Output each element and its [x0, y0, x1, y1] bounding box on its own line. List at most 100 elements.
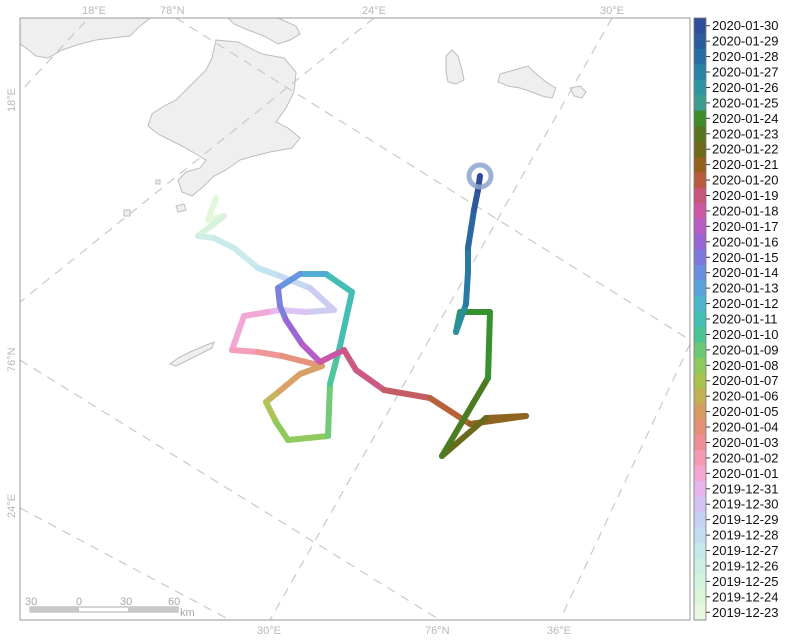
- track-segment: [231, 245, 261, 271]
- legend-color-swatch: [694, 48, 706, 65]
- legend-date-label: 2020-01-25: [712, 95, 779, 110]
- kvitoya-island: [445, 49, 465, 85]
- legend-date-label: 2020-01-13: [712, 281, 779, 296]
- legend-color-swatch: [694, 326, 706, 343]
- legend-date-label: 2019-12-29: [712, 512, 779, 527]
- map-area[interactable]: 30 0 30 60 km: [20, 10, 690, 620]
- track-segment: [229, 313, 247, 353]
- legend-date-label: 2020-01-15: [712, 250, 779, 265]
- scale-tick-label: 60: [168, 596, 180, 608]
- track-segment: [283, 317, 305, 347]
- legend-date-label: 2020-01-01: [712, 466, 779, 481]
- scale-tick-label: 30: [120, 596, 132, 608]
- legend-color-swatch: [694, 203, 706, 220]
- legend-date-label: 2020-01-04: [712, 420, 779, 435]
- legend-color-swatch: [694, 264, 706, 282]
- track-segment: [273, 419, 291, 443]
- scale-bar-segment: [30, 607, 79, 612]
- legend-color-swatch: [694, 79, 706, 96]
- legend-color-swatch: [694, 419, 706, 436]
- track-segment: [353, 367, 387, 393]
- legend-color-swatch: [694, 357, 706, 374]
- legend-date-label: 2020-01-07: [712, 373, 779, 388]
- graticule-line: [20, 507, 231, 620]
- spitsbergen-north-landmass: [227, 18, 301, 45]
- small-islet-west-2: [155, 179, 161, 185]
- scale-bar: 30 0 30 60 km: [25, 596, 195, 619]
- top-coord-label: 30°E: [600, 5, 624, 17]
- bottom-coord-label: 76°N: [425, 625, 450, 637]
- track-segment: [307, 285, 337, 313]
- legend-date-label: 2019-12-25: [712, 574, 779, 589]
- legend-date-label: 2020-01-20: [712, 173, 779, 188]
- date-legend: 2020-01-302020-01-292020-01-282020-01-27…: [693, 17, 779, 621]
- legend-date-label: 2020-01-22: [712, 142, 779, 157]
- track-segment: [255, 349, 285, 359]
- land-layer: [20, 18, 587, 367]
- legend-color-swatch: [694, 187, 706, 204]
- legend-color-swatch: [694, 403, 706, 420]
- legend-date-label: 2019-12-31: [712, 481, 779, 496]
- graticule-line: [20, 359, 441, 620]
- track-segment: [275, 271, 303, 291]
- legend-date-label: 2019-12-24: [712, 589, 779, 604]
- legend-color-swatch: [694, 249, 706, 266]
- legend-date-label: 2020-01-11: [712, 312, 778, 327]
- graticule-line: [20, 18, 90, 93]
- track-segment: [273, 371, 303, 397]
- legend-color-swatch: [694, 481, 706, 498]
- track-segment: [297, 363, 325, 377]
- track-segment: [277, 273, 313, 291]
- legend-color-swatch: [694, 388, 706, 405]
- legend-date-label: 2020-01-18: [712, 203, 779, 218]
- track-segment: [453, 301, 469, 335]
- track-segment: [323, 271, 355, 295]
- legend-color-swatch: [694, 604, 706, 621]
- left-coord-label: 18°E: [6, 88, 18, 112]
- legend-date-label: 2020-01-08: [712, 358, 779, 373]
- legend-colorbar-border: [693, 17, 707, 621]
- bottom-coord-label: 30°E: [257, 625, 281, 637]
- legend-color-swatch: [694, 496, 706, 513]
- track-segment: [485, 309, 493, 381]
- legend-color-swatch: [694, 527, 706, 544]
- legend-date-label: 2019-12-30: [712, 497, 779, 512]
- legend-color-swatch: [694, 141, 706, 158]
- left-coord-label: 24°E: [6, 494, 18, 518]
- track-segment: [275, 285, 283, 309]
- legend-date-label: 2020-01-16: [712, 234, 779, 249]
- track-segment: [241, 309, 271, 319]
- legend-date-label: 2019-12-23: [712, 605, 779, 620]
- track-segment: [263, 399, 279, 425]
- top-coord-label: 18°E: [82, 5, 106, 17]
- track-segment: [439, 375, 491, 459]
- legend-color-swatch: [694, 558, 706, 575]
- small-islet-west-1: [123, 209, 131, 217]
- legend-color-swatch: [694, 33, 706, 50]
- sea-background: [20, 18, 690, 620]
- scale-tick-label: 30: [25, 596, 37, 608]
- legend-date-label: 2020-01-26: [712, 80, 779, 95]
- legend-color-swatch: [694, 311, 706, 328]
- map-frame: [19, 17, 691, 621]
- track-segment: [279, 353, 325, 369]
- svalbard-northwest-landmass: [20, 18, 151, 59]
- legend-date-label: 2020-01-28: [712, 49, 779, 64]
- legend-color-swatch: [694, 18, 706, 35]
- track-segment: [463, 269, 471, 307]
- track-segment: [465, 207, 477, 251]
- graticule: [20, 18, 690, 620]
- legend-date-label: 2020-01-27: [712, 65, 779, 80]
- legend-color-swatch: [694, 172, 706, 189]
- top-coord-label: 78°N: [160, 5, 185, 17]
- track-segment: [471, 187, 481, 213]
- track-segment: [229, 347, 261, 355]
- legend-date-label: 2020-01-17: [712, 219, 779, 234]
- legend-color-swatch: [694, 434, 706, 451]
- track-segment: [439, 415, 489, 459]
- current-position-marker[interactable]: [466, 162, 494, 190]
- graticule-line: [175, 18, 690, 341]
- legend-date-label: 2020-01-30: [712, 18, 779, 33]
- track-segment: [341, 347, 359, 373]
